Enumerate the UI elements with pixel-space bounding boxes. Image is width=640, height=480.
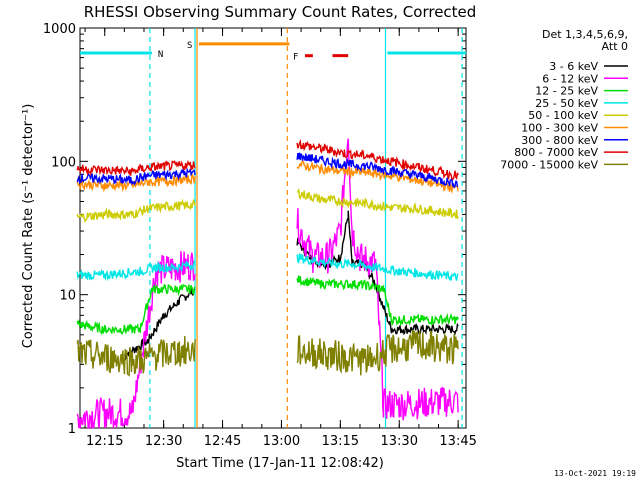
series-line [76,275,459,336]
legend-label: 3 - 6 keV [549,60,598,73]
y-tick-label: 100 [51,155,76,170]
x-tick-label: 12:15 [86,434,123,449]
x-tick-label: 12:45 [204,434,241,449]
legend-label: 6 - 12 keV [542,72,598,85]
flag-label: F [293,53,298,63]
plot-frame [79,27,467,429]
flag-label: N [158,50,163,60]
y-tick-label: 1000 [43,22,76,37]
legend-header: Att 0 [602,40,628,53]
x-tick-label: 13:15 [322,434,359,449]
series-line [76,329,459,377]
x-tick-label: 12:30 [145,434,182,449]
series-line [76,253,459,282]
legend-label: 7000 - 15000 keV [500,158,598,171]
flag-label: S [187,41,192,51]
plot-area: 1 10 100 1000 12:15 12:30 12:45 13:00 13:15 13:30… [43,22,477,449]
x-tick-label: 13:00 [263,434,300,449]
legend-header: Det 1,3,4,5,6,9, [542,28,628,41]
legend-label: 800 - 7000 keV [514,146,598,159]
footer-date: 13-Oct-2021 19:19 [554,469,636,478]
x-tick-label: 13:30 [381,434,418,449]
legend-label: 100 - 300 keV [521,122,598,135]
y-tick-label: 1 [68,422,76,437]
legend-label: 12 - 25 keV [535,85,598,98]
chart-title: RHESSI Observing Summary Count Rates, Co… [84,3,477,21]
legend-label: 25 - 50 keV [535,97,598,110]
x-axis-label: Start Time (17-Jan-11 12:08:42) [176,456,384,471]
series-line [123,210,459,361]
series-line [76,152,459,189]
series-line [76,138,459,181]
legend-label: 300 - 800 keV [521,134,598,147]
x-tick-label: 13:45 [439,434,476,449]
y-tick-label: 10 [59,289,76,304]
series-line [76,187,459,224]
legend-label: 50 - 100 keV [528,109,598,122]
series-line [76,159,459,195]
y-axis-label: Corrected Count Rate (s⁻¹ detector⁻¹) [21,104,36,349]
